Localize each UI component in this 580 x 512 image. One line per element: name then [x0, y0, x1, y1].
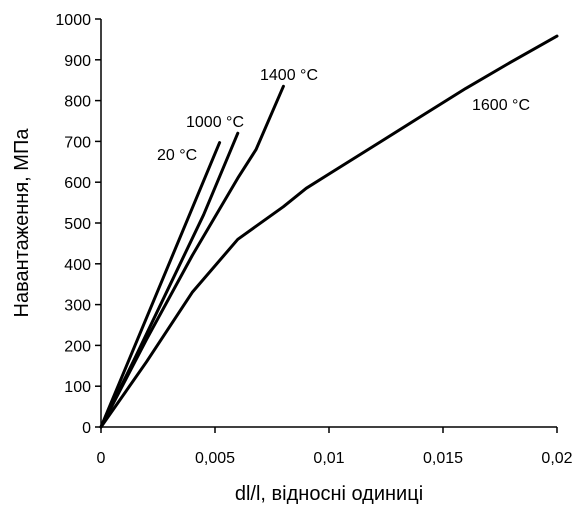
x-tick-label: 0,005: [195, 450, 235, 467]
y-tick-label: 900: [64, 53, 91, 70]
y-tick-label: 100: [64, 379, 91, 396]
y-tick-label: 800: [64, 94, 91, 111]
y-tick-label: 0: [82, 420, 91, 437]
series-label-1400c: 1400 °C: [260, 67, 318, 84]
series-line-20c: [99, 141, 222, 429]
series-line-1600c: [99, 34, 559, 429]
series-line-1400c: [99, 84, 285, 429]
x-tick-label: 0,01: [313, 450, 344, 467]
x-tick-label: 0: [97, 450, 106, 467]
y-axis-title: Навантаження, МПа: [11, 128, 33, 318]
y-tick-label: 700: [64, 134, 91, 151]
y-tick-label: 600: [64, 175, 91, 192]
series-label-1000c: 1000 °C: [186, 114, 244, 131]
series-lines: [99, 34, 559, 429]
series-label-20c: 20 °C: [157, 147, 197, 164]
x-tick-label: 0,02: [541, 450, 572, 467]
x-tick-label: 0,015: [423, 450, 463, 467]
series-line-1000c: [99, 131, 240, 429]
series-labels: 20 °C 1000 °C 1400 °C 1600 °C: [157, 67, 530, 164]
y-tick-label: 1000: [55, 12, 91, 29]
x-axis: 0 0,005 0,01 0,015 0,02: [97, 426, 573, 467]
series-label-1600c: 1600 °C: [472, 97, 530, 114]
y-tick-label: 300: [64, 298, 91, 315]
y-tick-label: 400: [64, 257, 91, 274]
x-axis-title: dl/l, відносні одиниці: [235, 483, 423, 505]
y-axis: 0 100 200 300 400 500 600 700 800 900 1000: [55, 12, 102, 437]
y-tick-label: 200: [64, 338, 91, 355]
y-tick-label: 500: [64, 216, 91, 233]
